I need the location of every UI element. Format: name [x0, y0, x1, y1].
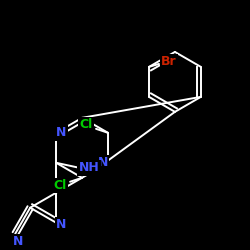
Text: N: N	[13, 235, 24, 248]
Text: Cl: Cl	[80, 118, 93, 131]
Text: Cl: Cl	[54, 179, 67, 192]
Text: N: N	[98, 156, 108, 169]
Text: Br: Br	[161, 56, 177, 68]
Text: N: N	[56, 218, 66, 231]
Text: N: N	[56, 126, 66, 139]
Text: NH: NH	[79, 161, 100, 174]
